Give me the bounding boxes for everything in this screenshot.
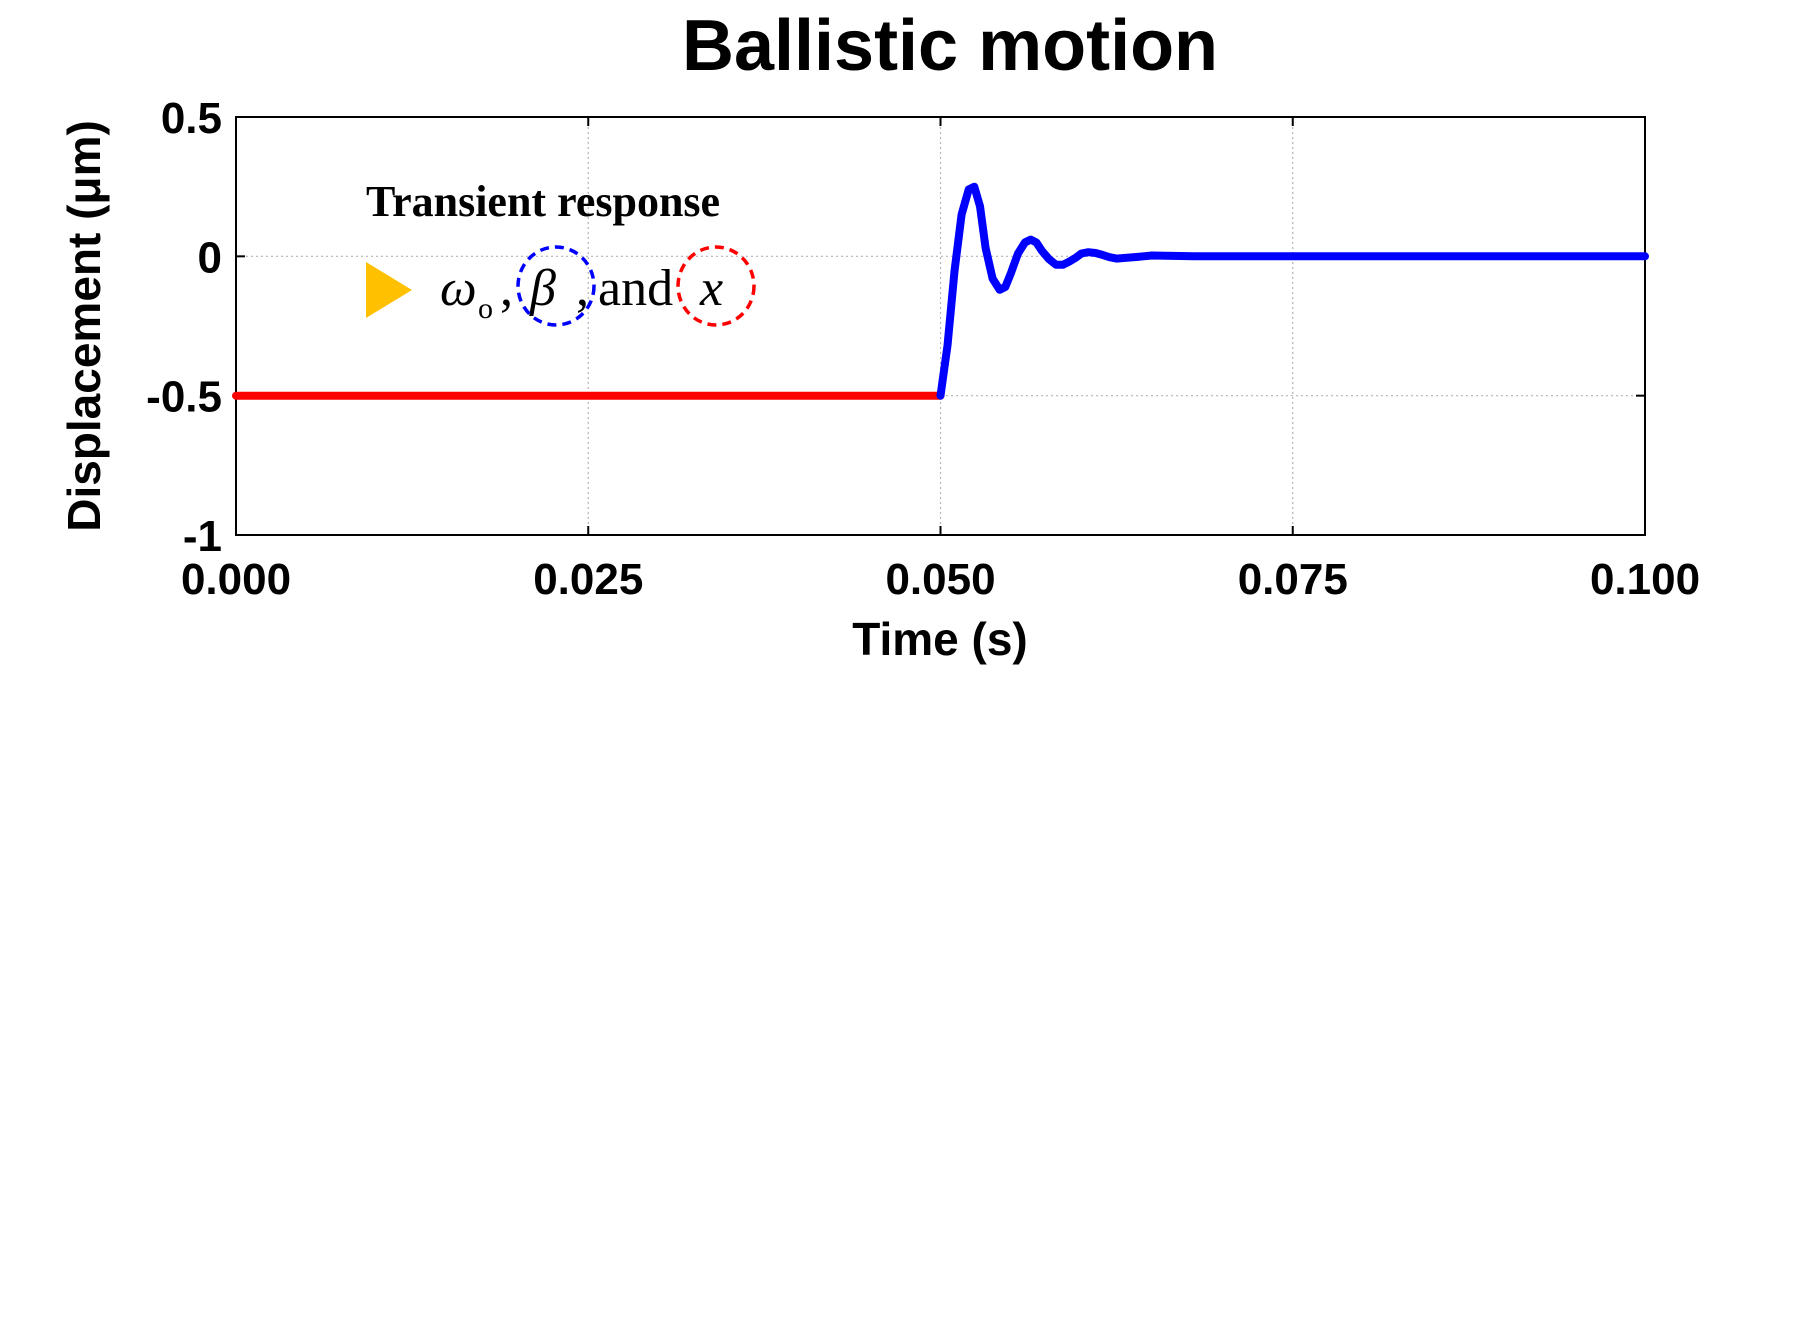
y-tick-label: 0.5 (161, 94, 222, 143)
comma-1: , (500, 260, 513, 317)
x-tick-label: 0.075 (1238, 555, 1348, 604)
axis-ticks (235, 116, 1646, 536)
y-axis-label: Displacement (μm) (58, 120, 110, 532)
x-tick-labels: 0.000 0.025 0.050 0.075 0.100 (181, 555, 1700, 604)
x-tick-label: 0.050 (885, 555, 995, 604)
omega-symbol: ω (440, 260, 477, 317)
beta-dashed-circle (516, 245, 596, 327)
annotation-heading: Transient response (366, 177, 720, 226)
play-triangle-icon (366, 262, 412, 318)
series-group (232, 182, 1649, 400)
beta-symbol: β (529, 260, 556, 317)
series-line-2 (936, 182, 1649, 400)
x-tick-label: 0.100 (1590, 555, 1700, 604)
chart-title: Ballistic motion (682, 6, 1218, 86)
y-tick-label: -1 (183, 512, 222, 561)
annotation-box: Transient response ω o , β , and x (366, 177, 756, 327)
x-tick-label: 0.000 (181, 555, 291, 604)
x-axis-label: Time (s) (852, 613, 1028, 665)
x-variable: x (699, 260, 723, 317)
y-tick-label: -0.5 (146, 373, 222, 422)
and-text: and (598, 260, 673, 317)
y-tick-labels: 0.5 0 -0.5 -1 (146, 94, 222, 561)
x-dashed-circle (676, 245, 756, 327)
x-tick-label: 0.025 (533, 555, 643, 604)
y-tick-label: 0 (198, 233, 222, 282)
comma-2: , (576, 260, 589, 317)
omega-subscript: o (478, 292, 493, 325)
